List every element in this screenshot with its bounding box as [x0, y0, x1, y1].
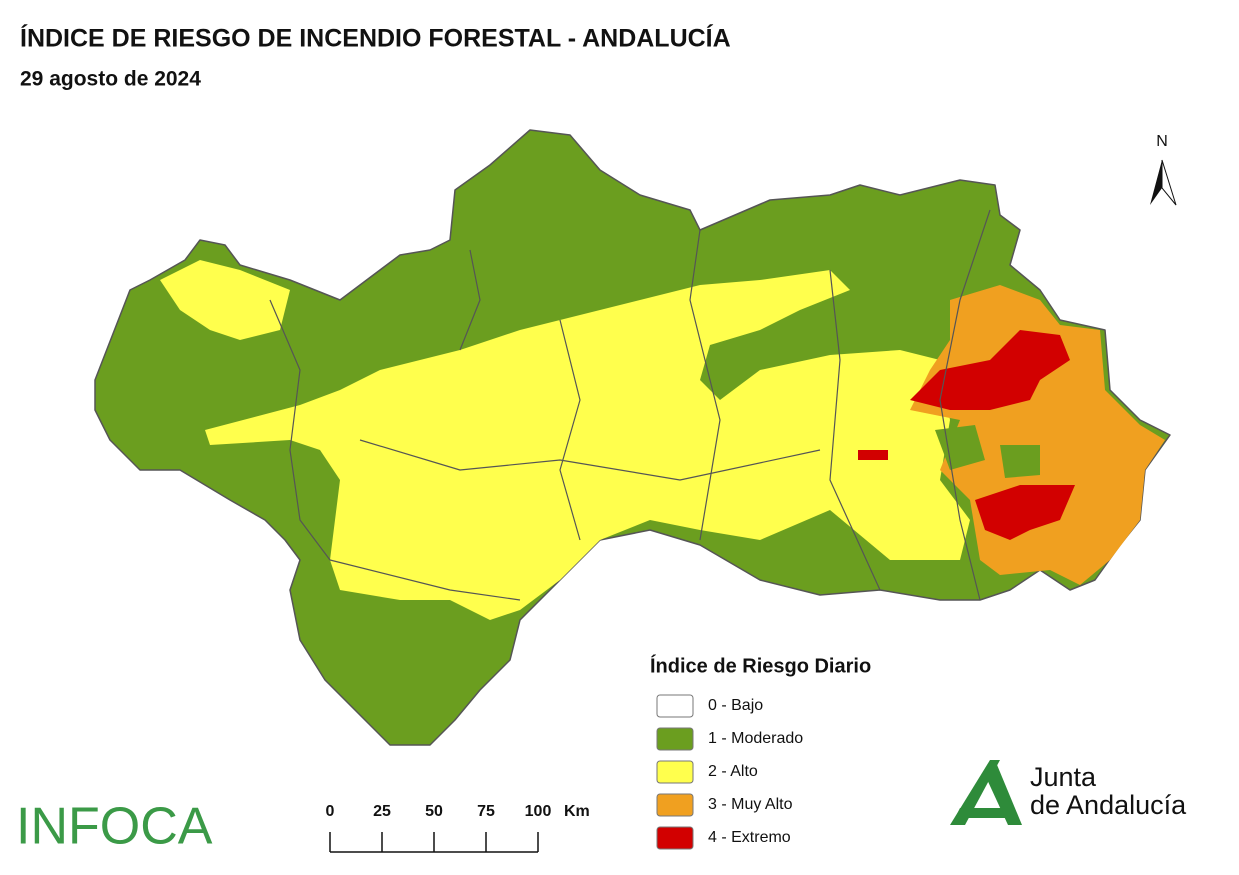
scale-label: 75: [477, 803, 495, 820]
region-alto: [160, 260, 290, 340]
scale-label: 100: [525, 803, 552, 820]
scale-unit: Km: [564, 803, 590, 820]
legend-title: Índice de Riesgo Diario: [650, 654, 871, 677]
junta-line1: Junta: [1030, 762, 1097, 792]
legend-swatch: [656, 727, 694, 751]
region-extremo: [910, 330, 1070, 410]
north-label: N: [1156, 133, 1168, 150]
subtitle: 29 agosto de 2024: [20, 68, 201, 91]
scale-label: 50: [425, 803, 443, 820]
scale-bar: 0 25 50 75 100 Km: [326, 803, 590, 853]
legend: Índice de Riesgo Diario 0 - Bajo 1 - Mode…: [650, 654, 871, 850]
junta-logo: Junta de Andalucía: [950, 760, 1187, 825]
north-arrow: N: [1150, 133, 1177, 206]
region-alto: [205, 270, 970, 620]
junta-line2: de Andalucía: [1030, 790, 1187, 820]
scale-label: 0: [326, 803, 335, 820]
region-extremo: [975, 485, 1075, 540]
legend-swatch: [656, 694, 694, 718]
region-moderado: [1000, 445, 1040, 478]
region-moderado: [935, 425, 985, 470]
region-muy-alto: [910, 285, 1165, 585]
legend-label: 0 - Bajo: [708, 697, 763, 714]
infoca-logo: INFOCA: [16, 798, 213, 856]
legend-label: 3 - Muy Alto: [708, 796, 793, 813]
legend-label: 1 - Moderado: [708, 730, 803, 747]
legend-swatch: [656, 760, 694, 784]
boundaries: [269, 209, 991, 601]
legend-label: 4 - Extremo: [708, 829, 791, 846]
region-extremo: [858, 450, 888, 460]
legend-swatch: [656, 793, 694, 817]
region-map: [94, 129, 1171, 746]
legend-label: 2 - Alto: [708, 763, 758, 780]
legend-swatch: [656, 826, 694, 850]
scale-label: 25: [373, 803, 391, 820]
title: ÍNDICE DE RIESGO DE INCENDIO FORESTAL - …: [20, 24, 731, 53]
